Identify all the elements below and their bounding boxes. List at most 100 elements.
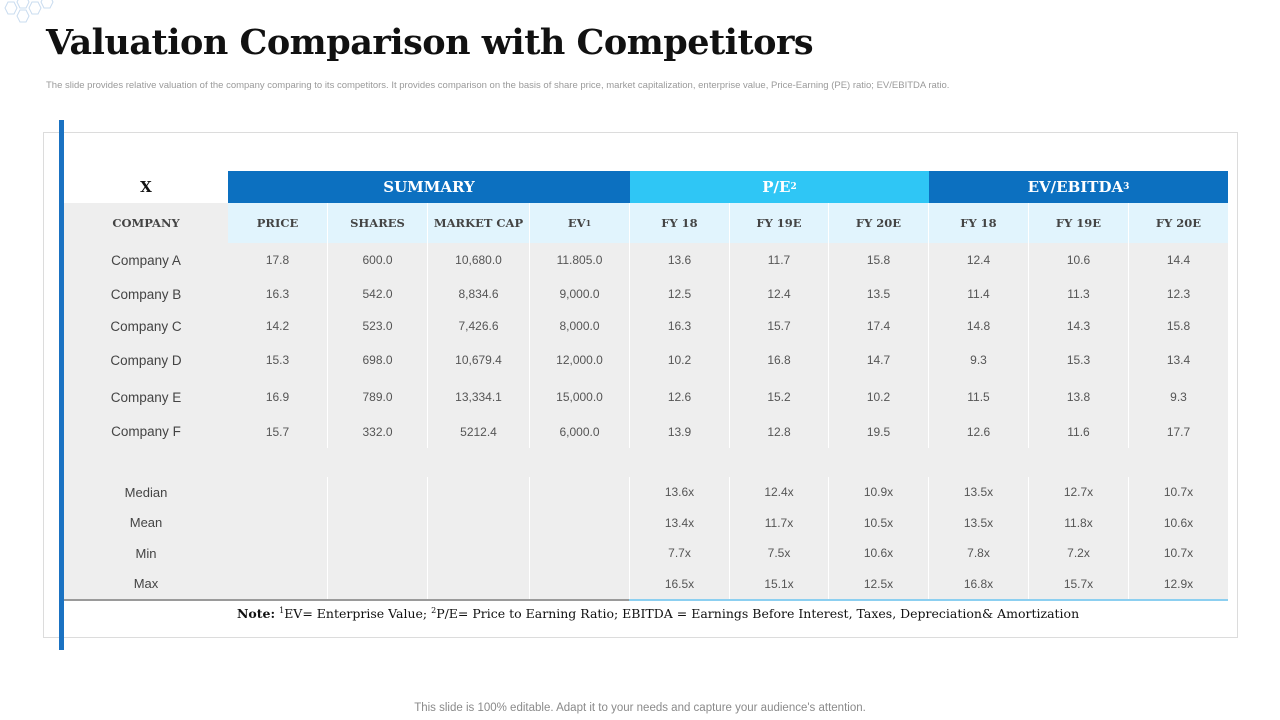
table-cell: 10,680.0 bbox=[428, 243, 530, 277]
stat-label-cell: Min bbox=[64, 538, 228, 569]
empty-cell bbox=[328, 507, 428, 538]
table-cell: 8,000.0 bbox=[530, 311, 630, 341]
note-sup-2: 2 bbox=[431, 606, 437, 615]
company-name-cell: Company B bbox=[64, 277, 228, 311]
empty-cell bbox=[328, 568, 428, 599]
table-cell: 13.8 bbox=[1029, 379, 1129, 415]
empty-cell bbox=[530, 507, 630, 538]
stat-value-cell: 12.9x bbox=[1129, 568, 1228, 599]
stat-value-cell: 10.6x bbox=[829, 538, 929, 569]
table-cell: 11.6 bbox=[1029, 415, 1129, 448]
page-subtitle: The slide provides relative valuation of… bbox=[46, 80, 950, 91]
table-cell: 15.3 bbox=[1029, 341, 1129, 379]
table-cell: 14.8 bbox=[929, 311, 1029, 341]
stat-value-cell: 10.9x bbox=[829, 477, 929, 508]
note-label: Note: bbox=[237, 606, 276, 622]
column-header-evebitda-fy19e: FY 19E bbox=[1029, 203, 1129, 243]
table-note: Note: 1EV= Enterprise Value; 2P/E= Price… bbox=[237, 606, 1079, 621]
column-header-price: PRICE bbox=[228, 203, 328, 243]
stat-label-cell: Max bbox=[64, 568, 228, 599]
table-cell: 13.9 bbox=[630, 415, 730, 448]
hexagon-decoration-icon bbox=[4, 0, 54, 23]
slide-footer: This slide is 100% editable. Adapt it to… bbox=[414, 702, 866, 714]
stat-label-cell: Mean bbox=[64, 507, 228, 538]
table-cell: 332.0 bbox=[328, 415, 428, 448]
table-cell: 14.7 bbox=[829, 341, 929, 379]
table-cell: 10.2 bbox=[829, 379, 929, 415]
table-cell: 14.2 bbox=[228, 311, 328, 341]
table-cell: 12.4 bbox=[730, 277, 829, 311]
accent-bar bbox=[59, 120, 64, 650]
stat-value-cell: 7.7x bbox=[630, 538, 730, 569]
company-name-cell: Company D bbox=[64, 341, 228, 379]
table-cell: 8,834.6 bbox=[428, 277, 530, 311]
empty-cell bbox=[228, 507, 328, 538]
table-cell: 789.0 bbox=[328, 379, 428, 415]
stat-value-cell: 10.5x bbox=[829, 507, 929, 538]
table-cell: 16.3 bbox=[228, 277, 328, 311]
company-name-cell: Company C bbox=[64, 311, 228, 341]
empty-cell bbox=[428, 477, 530, 508]
stat-value-cell: 7.8x bbox=[929, 538, 1029, 569]
column-header-evebitda-fy20e: FY 20E bbox=[1129, 203, 1228, 243]
stat-value-cell: 10.7x bbox=[1129, 538, 1228, 569]
table-cell: 10.2 bbox=[630, 341, 730, 379]
stat-value-cell: 15.7x bbox=[1029, 568, 1129, 599]
table-cell: 12.6 bbox=[630, 379, 730, 415]
note-sup-1: 1 bbox=[279, 606, 285, 615]
empty-cell bbox=[228, 568, 328, 599]
stat-value-cell: 11.8x bbox=[1029, 507, 1129, 538]
stat-value-cell: 13.5x bbox=[929, 477, 1029, 508]
note-text-1: EV= Enterprise Value; bbox=[284, 606, 432, 622]
table-cell: 17.8 bbox=[228, 243, 328, 277]
table-cell: 16.3 bbox=[630, 311, 730, 341]
table-cell: 15.3 bbox=[228, 341, 328, 379]
stat-label-cell: Median bbox=[64, 477, 228, 508]
empty-cell bbox=[228, 477, 328, 508]
table-cell: 16.8 bbox=[730, 341, 829, 379]
stat-value-cell: 12.4x bbox=[730, 477, 829, 508]
table-cell: 10,679.4 bbox=[428, 341, 530, 379]
table-cell: 5212.4 bbox=[428, 415, 530, 448]
page-title: Valuation Comparison with Competitors bbox=[46, 22, 814, 63]
table-cell: 11.805.0 bbox=[530, 243, 630, 277]
empty-cell bbox=[228, 538, 328, 569]
table-cell: 14.3 bbox=[1029, 311, 1129, 341]
stat-value-cell: 7.5x bbox=[730, 538, 829, 569]
table-cell: 9.3 bbox=[1129, 379, 1228, 415]
column-header-ev: EV 1 bbox=[530, 203, 630, 243]
stat-value-cell: 11.7x bbox=[730, 507, 829, 538]
group-header-ev-ebitda-label: EV/EBITDA bbox=[1027, 178, 1124, 196]
group-header-ev-ebitda: EV/EBITDA 3 bbox=[929, 171, 1228, 203]
empty-cell bbox=[530, 477, 630, 508]
table-cell: 11.4 bbox=[929, 277, 1029, 311]
column-header-company: COMPANY bbox=[64, 203, 228, 243]
empty-cell bbox=[530, 568, 630, 599]
table-cell: 12.4 bbox=[929, 243, 1029, 277]
table-cell: 15.7 bbox=[730, 311, 829, 341]
table-cell: 19.5 bbox=[829, 415, 929, 448]
empty-cell bbox=[530, 538, 630, 569]
table-cell: 13.4 bbox=[1129, 341, 1228, 379]
table-cell: 12.6 bbox=[929, 415, 1029, 448]
column-header-market-cap: MARKET CAP bbox=[428, 203, 530, 243]
column-header-ev-label: EV bbox=[567, 216, 586, 230]
table-cell: 12.5 bbox=[630, 277, 730, 311]
stat-value-cell: 13.4x bbox=[630, 507, 730, 538]
empty-cell bbox=[428, 507, 530, 538]
stat-value-cell: 10.7x bbox=[1129, 477, 1228, 508]
empty-cell bbox=[428, 568, 530, 599]
table-spacer bbox=[64, 448, 1228, 477]
note-text-2: P/E= Price to Earning Ratio; EBITDA = Ea… bbox=[436, 606, 1080, 622]
company-name-cell: Company E bbox=[64, 379, 228, 415]
table-cell: 12.8 bbox=[730, 415, 829, 448]
table-cell: 9,000.0 bbox=[530, 277, 630, 311]
column-header-pe-fy20e: FY 20E bbox=[829, 203, 929, 243]
stat-value-cell: 7.2x bbox=[1029, 538, 1129, 569]
table-cell: 600.0 bbox=[328, 243, 428, 277]
column-header-pe-fy18: FY 18 bbox=[630, 203, 730, 243]
table-cell: 9.3 bbox=[929, 341, 1029, 379]
table-cell: 17.4 bbox=[829, 311, 929, 341]
empty-cell bbox=[328, 477, 428, 508]
table-cell: 698.0 bbox=[328, 341, 428, 379]
